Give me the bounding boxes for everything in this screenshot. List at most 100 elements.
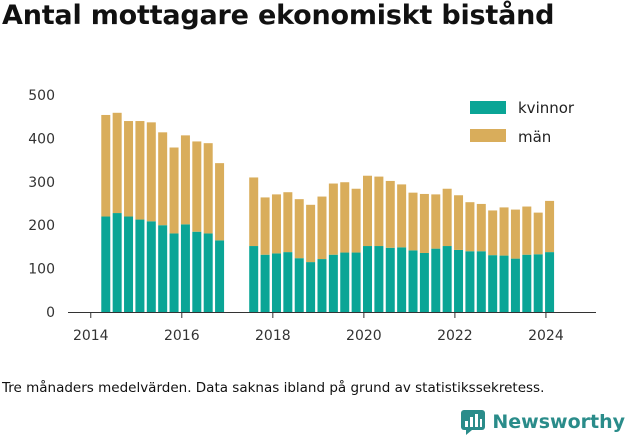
bar-kvinnor bbox=[340, 252, 350, 312]
legend: kvinnor män bbox=[470, 99, 575, 146]
bar-man bbox=[124, 121, 134, 217]
x-tick-label: 2020 bbox=[346, 328, 382, 344]
bar-kvinnor bbox=[385, 247, 395, 312]
bar-man bbox=[249, 177, 259, 247]
bars bbox=[101, 112, 555, 312]
bar-man bbox=[203, 143, 213, 234]
x-tick-label: 2022 bbox=[437, 328, 473, 344]
bar-man bbox=[510, 209, 520, 259]
bar-man bbox=[488, 210, 498, 256]
bar-man bbox=[465, 202, 475, 252]
bar-kvinnor bbox=[510, 258, 520, 312]
bar-man bbox=[363, 175, 373, 247]
bar-man bbox=[431, 194, 441, 249]
footnote: Tre månaders medelvärden. Data saknas ib… bbox=[2, 380, 545, 396]
bar-kvinnor bbox=[374, 246, 384, 312]
x-tick-label: 2016 bbox=[164, 328, 200, 344]
legend-swatch-man bbox=[470, 129, 506, 142]
bar-kvinnor bbox=[260, 254, 270, 312]
bar-kvinnor bbox=[419, 252, 429, 312]
bar-kvinnor bbox=[442, 246, 452, 312]
bar-man bbox=[112, 112, 122, 214]
bar-kvinnor bbox=[431, 248, 441, 312]
legend-swatch-kvinnor bbox=[470, 101, 506, 114]
bar-man bbox=[169, 147, 179, 234]
bar-kvinnor bbox=[112, 213, 122, 312]
bar-man bbox=[135, 121, 145, 220]
bar-kvinnor bbox=[215, 240, 225, 312]
bar-kvinnor bbox=[101, 216, 111, 312]
chart-title: Antal mottagare ekonomiskt bistånd bbox=[2, 0, 555, 31]
bar-kvinnor bbox=[192, 231, 202, 312]
bar-man bbox=[215, 163, 225, 241]
bar-kvinnor bbox=[124, 216, 134, 312]
bar-kvinnor bbox=[306, 262, 316, 312]
bar-kvinnor bbox=[146, 221, 156, 312]
bar-man bbox=[351, 188, 361, 253]
bar-kvinnor bbox=[522, 254, 532, 312]
y-tick-label: 300 bbox=[28, 175, 55, 191]
y-tick-label: 200 bbox=[28, 218, 55, 234]
bar-kvinnor bbox=[203, 233, 213, 312]
bar-man bbox=[522, 206, 532, 255]
x-tick-label: 2014 bbox=[73, 328, 109, 344]
bar-man bbox=[454, 195, 464, 250]
bar-man bbox=[385, 180, 395, 248]
bar-man bbox=[397, 184, 407, 248]
x-tick-label: 2024 bbox=[528, 328, 564, 344]
bar-kvinnor bbox=[363, 246, 373, 312]
bar-man bbox=[476, 203, 486, 252]
newsworthy-logo-icon bbox=[461, 410, 486, 435]
bar-chart: 0 100 200 300 400 500 2014 2016 2018 2020 2022 202… bbox=[28, 88, 596, 344]
y-tick-label: 500 bbox=[28, 88, 55, 104]
bar-kvinnor bbox=[408, 250, 418, 312]
bar-kvinnor bbox=[135, 219, 145, 312]
bar-kvinnor bbox=[169, 233, 179, 312]
bar-kvinnor bbox=[465, 251, 475, 312]
y-axis-labels: 0 100 200 300 400 500 bbox=[28, 88, 55, 321]
bar-man bbox=[158, 132, 168, 226]
bar-man bbox=[283, 192, 293, 253]
bar-man bbox=[408, 192, 418, 251]
bar-man bbox=[101, 114, 111, 217]
bar-kvinnor bbox=[499, 255, 509, 312]
bar-kvinnor bbox=[158, 225, 168, 312]
bar-man bbox=[419, 193, 429, 253]
legend-label-man: män bbox=[518, 128, 551, 146]
bar-man bbox=[180, 135, 190, 225]
bar-man bbox=[374, 176, 384, 247]
bar-man bbox=[192, 141, 202, 232]
y-tick-label: 400 bbox=[28, 131, 55, 147]
bar-man bbox=[294, 199, 304, 259]
bar-man bbox=[545, 200, 555, 253]
bar-kvinnor bbox=[283, 252, 293, 312]
bar-man bbox=[340, 182, 350, 253]
bar-man bbox=[442, 188, 452, 247]
bar-kvinnor bbox=[271, 253, 281, 312]
bar-kvinnor bbox=[351, 252, 361, 312]
bar-kvinnor bbox=[488, 255, 498, 312]
y-tick-label: 0 bbox=[46, 305, 55, 321]
bar-man bbox=[499, 207, 509, 256]
newsworthy-logo: Newsworthy bbox=[460, 407, 625, 437]
bar-man bbox=[328, 183, 338, 255]
bar-man bbox=[533, 212, 543, 255]
bar-kvinnor bbox=[328, 254, 338, 312]
bar-man bbox=[306, 204, 316, 263]
bar-kvinnor bbox=[533, 254, 543, 312]
bar-kvinnor bbox=[545, 252, 555, 312]
bar-kvinnor bbox=[317, 259, 327, 312]
bar-kvinnor bbox=[454, 249, 464, 312]
y-tick-label: 100 bbox=[28, 262, 55, 278]
bar-kvinnor bbox=[294, 258, 304, 312]
x-tick-label: 2018 bbox=[255, 328, 291, 344]
bar-man bbox=[260, 197, 270, 255]
bar-kvinnor bbox=[476, 251, 486, 312]
bar-man bbox=[146, 122, 156, 222]
logo-text: Newsworthy bbox=[492, 411, 625, 433]
legend-label-kvinnor: kvinnor bbox=[518, 99, 575, 117]
bar-kvinnor bbox=[180, 224, 190, 312]
x-axis-ticks: 2014 2016 2018 2020 2022 2024 bbox=[73, 312, 564, 344]
bar-man bbox=[271, 194, 281, 254]
bar-kvinnor bbox=[397, 247, 407, 312]
